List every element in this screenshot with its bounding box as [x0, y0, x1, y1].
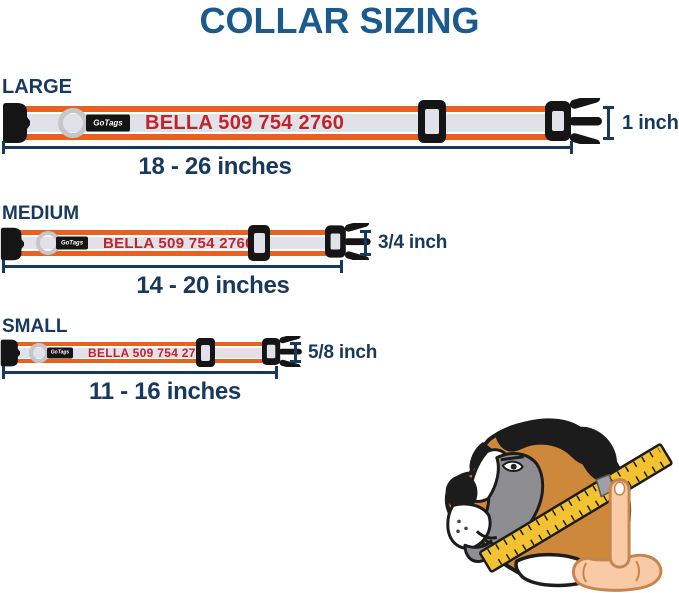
length-measure-line — [2, 366, 278, 379]
length-measure-line — [2, 260, 343, 273]
d-ring-icon — [58, 108, 88, 138]
brand-tag: GoTags — [47, 347, 73, 358]
width-label: 1 inch — [622, 111, 679, 134]
length-measure-line — [2, 141, 573, 154]
size-section-small: SMALL GoTags BELLA 509 754 2760 5/8 inch… — [0, 316, 679, 408]
brand-tag-label: GoTags — [93, 118, 123, 128]
width-label: 5/8 inch — [308, 341, 378, 363]
page-title: COLLAR SIZING — [199, 0, 480, 41]
collar-personalization-text: BELLA 509 754 2760 — [103, 234, 254, 252]
collar-webbing — [12, 114, 549, 132]
collar-stripe-top — [12, 106, 549, 112]
collar-personalization-text: BELLA 509 754 2760 — [88, 345, 210, 360]
brand-tag: GoTags — [56, 236, 88, 250]
dog-head — [444, 418, 632, 588]
brand-tag: GoTags — [86, 114, 130, 132]
size-label-medium: MEDIUM — [2, 203, 80, 224]
collar-band: GoTags BELLA 509 754 2760 — [8, 342, 266, 363]
length-range-label: 11 - 16 inches — [89, 378, 241, 405]
female-buckle-icon — [0, 227, 24, 261]
width-label: 3/4 inch — [378, 232, 448, 253]
length-range-label: 14 - 20 inches — [136, 272, 290, 299]
size-label-large: LARGE — [2, 76, 72, 98]
triglide-slider-icon — [418, 100, 446, 143]
collar-stripe-bottom — [12, 134, 549, 140]
triglide-slider-icon — [196, 338, 215, 367]
width-bracket — [290, 342, 301, 363]
collar-personalization-text: BELLA 509 754 2760 — [145, 111, 345, 134]
collar-band: GoTags BELLA 509 754 2760 — [10, 230, 329, 256]
brand-tag-label: GoTags — [50, 349, 70, 356]
triglide-slider-icon — [248, 225, 270, 261]
width-bracket — [603, 106, 614, 140]
d-ring-icon — [29, 342, 49, 363]
female-buckle-icon — [0, 339, 20, 367]
size-section-large: LARGE GoTags BELLA 509 754 2760 1 inch 1… — [0, 76, 679, 188]
collar-band: GoTags BELLA 509 754 2760 — [12, 106, 549, 140]
length-range-label: 18 - 26 inches — [138, 153, 292, 180]
size-label-small: SMALL — [2, 316, 68, 337]
hand-icon — [572, 478, 663, 592]
measuring-tape-icon — [479, 443, 673, 573]
female-buckle-icon — [3, 103, 30, 143]
male-buckle-icon — [545, 98, 602, 144]
brand-tag-label: GoTags — [60, 240, 84, 246]
size-section-medium: MEDIUM GoTags BELLA 509 754 2760 3/4 inc… — [0, 203, 679, 303]
width-bracket — [360, 230, 371, 256]
dog-measuring-illustration — [444, 418, 673, 592]
